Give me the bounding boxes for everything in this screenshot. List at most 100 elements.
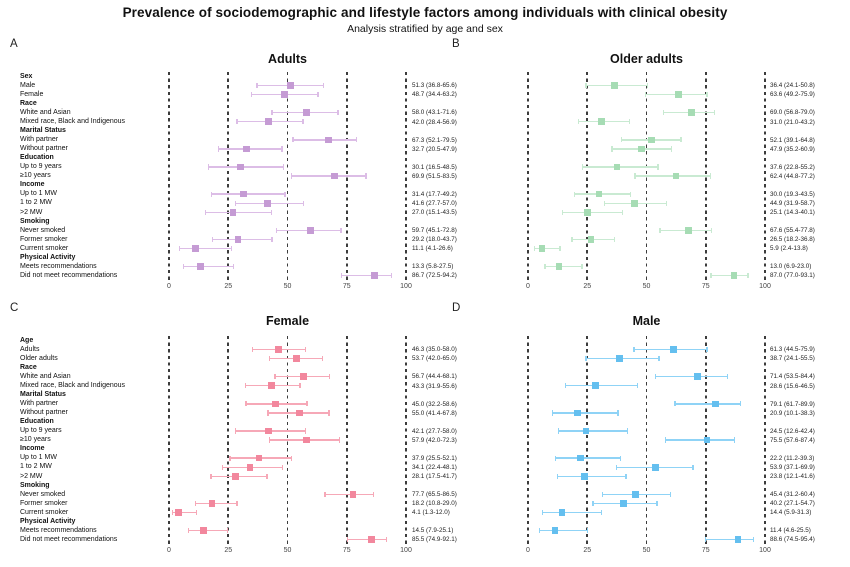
ci-cap bbox=[571, 236, 573, 242]
panel-letter-b: B bbox=[452, 38, 460, 50]
ci-cap bbox=[208, 164, 210, 170]
forest-row: Never smoked 59.7 (45.1-72.8) 67.6 (55.4-7… bbox=[0, 226, 850, 235]
ci-cap bbox=[713, 110, 716, 116]
ci-cap bbox=[266, 473, 268, 479]
ci-cap bbox=[356, 137, 358, 143]
row-label: Adults bbox=[20, 345, 40, 353]
gridline bbox=[764, 336, 766, 546]
ci-cap bbox=[250, 92, 252, 98]
ci-cap bbox=[281, 464, 283, 470]
estimate-value-label: 69.0 (56.8-79.0) bbox=[770, 109, 815, 117]
gridline bbox=[286, 336, 289, 546]
ci-cap bbox=[621, 209, 624, 215]
row-label: White and Asian bbox=[20, 108, 71, 116]
group-header-label: Income bbox=[20, 181, 45, 189]
estimate-value-label: 31.4 (17.7-49.2) bbox=[412, 190, 457, 198]
ci-cap bbox=[291, 173, 293, 179]
estimate-value-label: 71.4 (53.5-84.4) bbox=[770, 373, 815, 381]
row-label: White and Asian bbox=[20, 372, 71, 380]
estimate-value-label: 61.3 (44.5-75.9) bbox=[770, 346, 815, 354]
forest-row: Up to 9 years 30.1 (16.5-48.5) 37.6 (22.8-… bbox=[0, 163, 850, 172]
point-marker bbox=[281, 91, 288, 98]
estimate-value-label: 5.9 (2.4-13.8) bbox=[770, 245, 808, 253]
ci-cap bbox=[324, 491, 326, 497]
ci-error-bar bbox=[291, 175, 367, 177]
ci-cap bbox=[390, 273, 393, 279]
estimate-value-label: 29.2 (18.0-43.7) bbox=[412, 236, 457, 244]
ci-cap bbox=[306, 401, 308, 407]
panel-title-older-adults: Older adults bbox=[610, 52, 683, 66]
group-header-label: Marital Status bbox=[20, 127, 66, 135]
point-marker bbox=[229, 208, 237, 216]
x-axis-tick-label: 75 bbox=[342, 283, 351, 290]
estimate-value-label: 20.9 (10.1-38.3) bbox=[770, 409, 815, 417]
forest-row: Without partner 32.7 (20.5-47.9) 47.9 (35.… bbox=[0, 144, 850, 153]
point-marker bbox=[652, 463, 660, 471]
ci-cap bbox=[556, 473, 559, 479]
ci-cap bbox=[629, 191, 632, 197]
forest-row: Up to 9 years 42.1 (27.7-58.0) 24.5 (12.6-… bbox=[0, 427, 850, 436]
forest-row: Age bbox=[0, 336, 850, 345]
forest-row: Education bbox=[0, 417, 850, 426]
forest-row: Former smoker 29.2 (18.0-43.7) 26.5 (18.2-… bbox=[0, 235, 850, 244]
panel-title-male: Male bbox=[632, 314, 661, 328]
row-label: Up to 9 years bbox=[20, 427, 62, 435]
ci-cap bbox=[236, 119, 238, 125]
x-axis-tick-label: 0 bbox=[167, 283, 171, 290]
ci-cap bbox=[302, 119, 304, 125]
ci-cap bbox=[619, 455, 622, 461]
ci-cap bbox=[236, 500, 238, 506]
ci-cap bbox=[194, 500, 196, 506]
forest-row: Older adults 53.7 (42.0-65.0) 38.7 (24.1-5… bbox=[0, 354, 850, 363]
forest-row: Physical Activity bbox=[0, 517, 850, 526]
forest-row: Did not meet recommendations 85.5 (74.9-9… bbox=[0, 535, 850, 544]
ci-cap bbox=[726, 374, 729, 380]
estimate-value-label: 27.0 (15.1-43.5) bbox=[412, 209, 457, 217]
ci-cap bbox=[385, 537, 388, 543]
ci-error-bar bbox=[204, 211, 273, 213]
ci-cap bbox=[340, 227, 342, 233]
estimate-value-label: 34.1 (22.4-48.1) bbox=[412, 463, 457, 471]
estimate-value-label: 22.2 (11.2-39.3) bbox=[770, 454, 815, 462]
ci-cap bbox=[268, 356, 270, 362]
ci-error-bar bbox=[292, 139, 358, 141]
ci-cap bbox=[302, 200, 305, 206]
group-header-label: Education bbox=[20, 418, 54, 426]
ci-cap bbox=[172, 509, 174, 516]
ci-cap bbox=[204, 209, 207, 215]
point-marker bbox=[331, 172, 338, 180]
estimate-value-label: 43.3 (31.9-55.6) bbox=[412, 382, 457, 390]
row-label: Meets recommendations bbox=[20, 526, 97, 534]
point-marker bbox=[631, 199, 638, 207]
ci-cap bbox=[658, 356, 660, 362]
x-axis-tick-label: 25 bbox=[224, 547, 233, 554]
gridline bbox=[645, 72, 648, 282]
group-header-label: Income bbox=[20, 445, 45, 453]
ci-error-bar bbox=[210, 193, 286, 195]
point-marker bbox=[581, 472, 588, 480]
row-label: Did not meet recommendations bbox=[20, 271, 118, 279]
ci-error-bar bbox=[346, 538, 388, 541]
estimate-value-label: 79.1 (61.7-89.9) bbox=[770, 400, 815, 408]
ci-cap bbox=[234, 428, 237, 434]
gridline bbox=[227, 336, 230, 546]
gridline bbox=[764, 72, 766, 282]
ci-cap bbox=[674, 401, 676, 407]
forest-row: Never smoked 77.7 (65.5-86.5) 45.4 (31.2-6… bbox=[0, 490, 850, 499]
gridline bbox=[286, 72, 289, 282]
forest-row: With partner 45.0 (32.2-58.6) 79.1 (61.7-8… bbox=[0, 399, 850, 408]
point-marker bbox=[197, 263, 204, 270]
gridline bbox=[345, 336, 348, 546]
forest-row: ≥10 years 69.9 (51.5-83.5) 62.4 (44.8-77.2… bbox=[0, 172, 850, 181]
estimate-value-label: 86.7 (72.5-94.2) bbox=[412, 272, 457, 280]
band-top: 0 25 50 75 100 0 25 50 75 100 Sex Male 51.3 (36.8-65… bbox=[0, 72, 850, 304]
ci-cap bbox=[665, 200, 668, 206]
ci-cap bbox=[706, 92, 708, 98]
gridline bbox=[168, 72, 170, 282]
estimate-value-label: 63.6 (49.2-75.9) bbox=[770, 91, 815, 99]
ci-cap bbox=[256, 82, 258, 89]
ci-error-bar bbox=[541, 511, 603, 514]
point-marker bbox=[243, 145, 250, 153]
ci-error-bar bbox=[551, 412, 619, 414]
